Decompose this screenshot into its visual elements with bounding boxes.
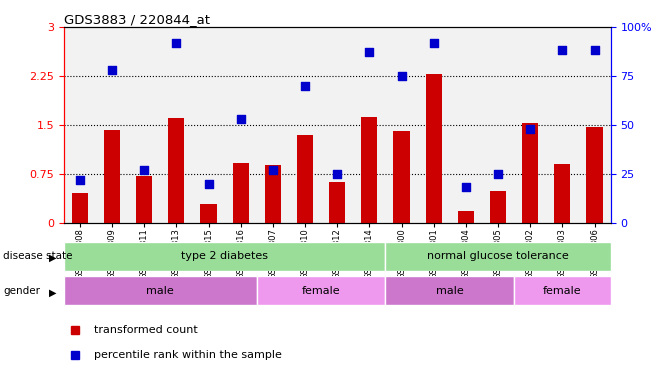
- Point: [428, 40, 439, 46]
- Point: [107, 67, 117, 73]
- Bar: [64, 276, 257, 305]
- Point: [557, 47, 568, 53]
- Bar: [265, 165, 281, 223]
- Bar: [233, 163, 249, 223]
- Point: [460, 184, 471, 190]
- Text: gender: gender: [3, 286, 40, 296]
- Point: [203, 180, 214, 187]
- Bar: [136, 176, 152, 223]
- Text: transformed count: transformed count: [94, 325, 197, 335]
- Point: [139, 167, 150, 173]
- Point: [364, 49, 374, 55]
- Point: [236, 116, 246, 122]
- Bar: [425, 74, 442, 223]
- Bar: [297, 135, 313, 223]
- Bar: [554, 164, 570, 223]
- Bar: [104, 130, 120, 223]
- Bar: [385, 242, 611, 271]
- Text: male: male: [436, 286, 464, 296]
- Point: [525, 126, 535, 132]
- Point: [332, 170, 343, 177]
- Text: percentile rank within the sample: percentile rank within the sample: [94, 350, 282, 360]
- Text: ▶: ▶: [49, 287, 56, 297]
- Bar: [361, 117, 377, 223]
- Text: female: female: [543, 286, 582, 296]
- Bar: [458, 211, 474, 223]
- Point: [268, 167, 278, 173]
- Bar: [168, 118, 185, 223]
- Point: [589, 47, 600, 53]
- Text: normal glucose tolerance: normal glucose tolerance: [427, 251, 569, 262]
- Bar: [72, 194, 88, 223]
- Point: [171, 40, 182, 46]
- Bar: [522, 124, 538, 223]
- Text: disease state: disease state: [3, 251, 73, 262]
- Bar: [385, 276, 514, 305]
- Text: GDS3883 / 220844_at: GDS3883 / 220844_at: [64, 13, 210, 26]
- Point: [493, 170, 503, 177]
- Bar: [393, 131, 409, 223]
- Text: type 2 diabetes: type 2 diabetes: [181, 251, 268, 262]
- Bar: [490, 191, 506, 223]
- Bar: [586, 127, 603, 223]
- Point: [74, 177, 85, 183]
- Bar: [329, 182, 345, 223]
- Bar: [201, 204, 217, 223]
- Text: ▶: ▶: [49, 253, 56, 263]
- Bar: [64, 242, 385, 271]
- Bar: [257, 276, 385, 305]
- Text: female: female: [302, 286, 340, 296]
- Point: [300, 83, 311, 89]
- Point: [396, 73, 407, 79]
- Bar: [514, 276, 611, 305]
- Text: male: male: [146, 286, 174, 296]
